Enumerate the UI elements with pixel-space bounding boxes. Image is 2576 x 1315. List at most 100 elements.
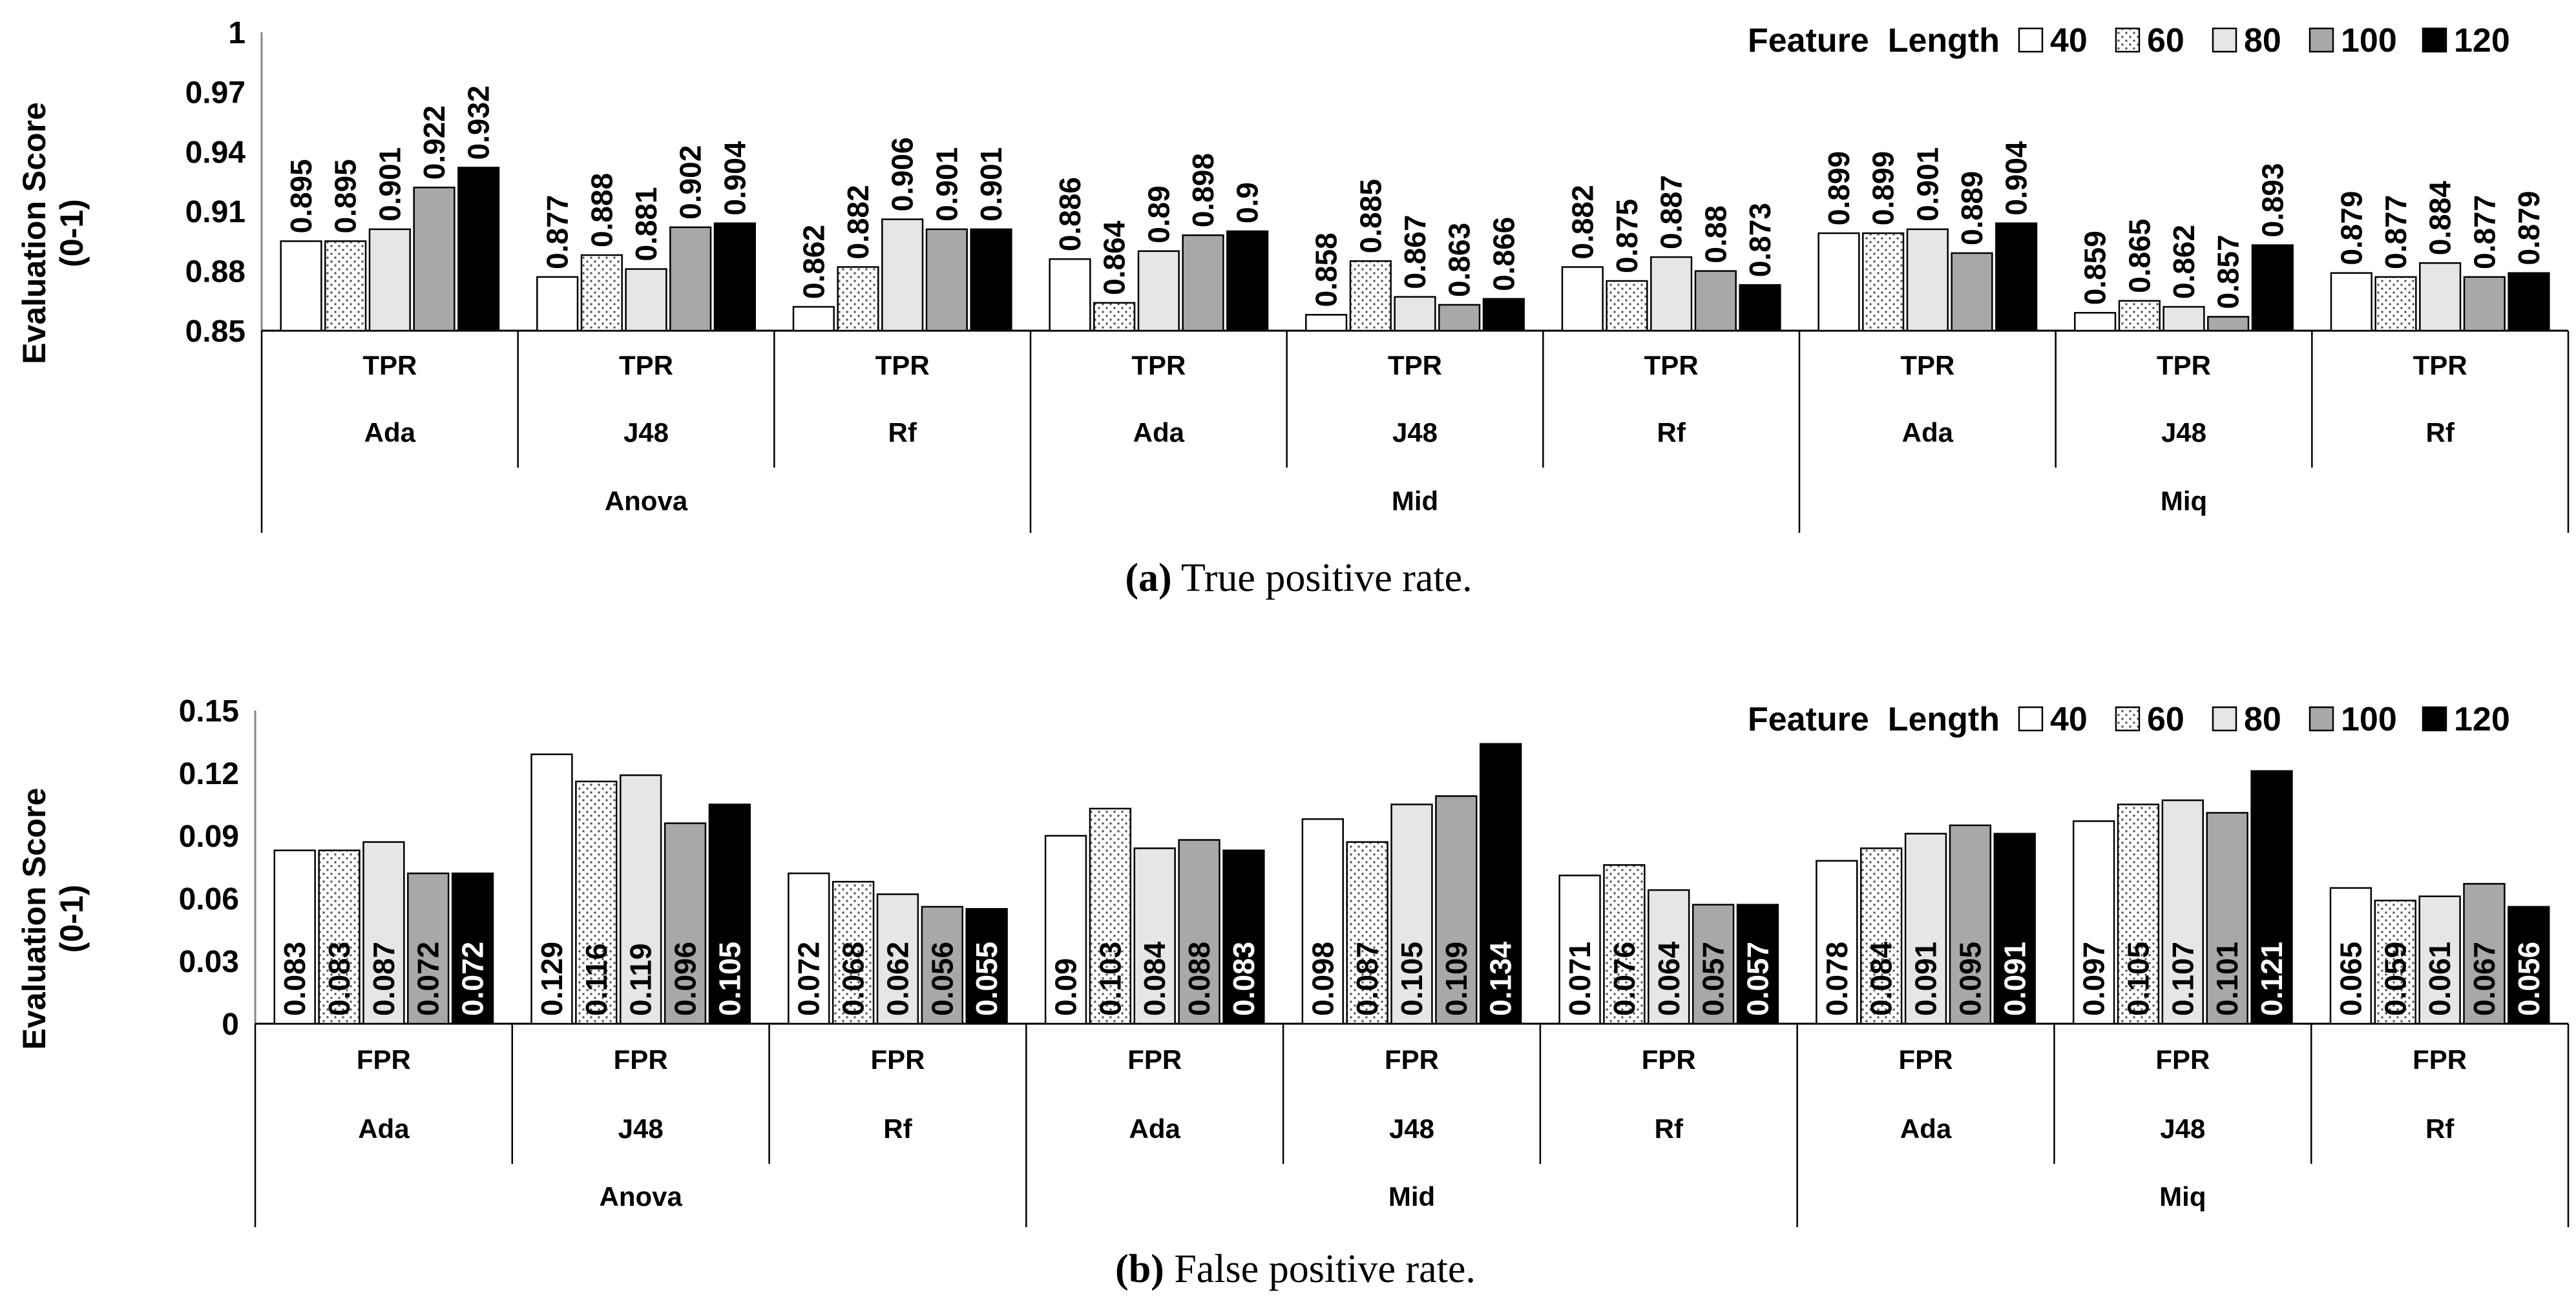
bar <box>280 240 322 332</box>
y-axis-label: Evaluation Score(0-1) <box>16 102 90 364</box>
bar <box>1137 250 1180 332</box>
legend-swatch <box>2115 706 2141 732</box>
bar <box>921 906 963 1025</box>
bar-value-label: 0.862 <box>797 225 830 299</box>
y-tick-label: 0.12 <box>179 757 239 791</box>
bar-value-label: 0.109 <box>1440 942 1473 1016</box>
bar <box>1606 280 1648 332</box>
bar <box>2206 812 2248 1025</box>
bar-value-label: 0.885 <box>1354 179 1387 253</box>
metric-label: TPR <box>619 350 673 380</box>
bar <box>970 228 1012 332</box>
bar-value-label: 0.084 <box>1138 941 1171 1016</box>
legend-entry-label: 100 <box>2341 22 2397 59</box>
bar-value-label: 0.867 <box>1398 215 1432 289</box>
figure-caption: (b) False positive rate. <box>1115 1247 1476 1291</box>
bar-value-label: 0.888 <box>585 173 618 247</box>
bar <box>1995 222 2038 332</box>
bar <box>1438 304 1481 332</box>
bar <box>708 803 751 1025</box>
bar-value-label: 0.902 <box>674 145 707 220</box>
bar <box>1951 252 1993 332</box>
bar <box>2207 316 2250 332</box>
bar <box>1346 841 1388 1025</box>
legend-entry-label: 40 <box>2050 701 2088 738</box>
caption-label: (b) <box>1115 1247 1164 1291</box>
bar <box>1816 860 1858 1025</box>
bar-value-label: 0.904 <box>2000 141 2033 216</box>
legend: Feature Length 40 60 80 100 120 <box>1748 22 2510 59</box>
bar-value-label: 0.087 <box>367 942 401 1016</box>
bar <box>2117 803 2160 1025</box>
bar <box>575 780 618 1025</box>
bar-value-label: 0.882 <box>841 185 875 259</box>
legend-swatch <box>2422 27 2447 53</box>
bar <box>1817 232 1860 332</box>
bar-value-label: 0.904 <box>718 141 751 216</box>
bar-value-label: 0.882 <box>1565 185 1599 259</box>
y-tick-label: 0.97 <box>185 76 246 110</box>
bar-value-label: 0.096 <box>669 942 702 1016</box>
bar <box>2419 262 2462 332</box>
classifier-label: J48 <box>1392 417 1438 448</box>
bar-value-label: 0.906 <box>886 137 919 211</box>
bar <box>1993 833 2036 1025</box>
selector-label: Miq <box>2159 1181 2206 1212</box>
bar-value-label: 0.097 <box>2077 942 2111 1016</box>
bar-value-label: 0.107 <box>2166 942 2199 1016</box>
bar <box>1480 743 1522 1025</box>
legend-swatch <box>2309 27 2334 53</box>
bar <box>1862 232 1905 332</box>
bar-value-label: 0.866 <box>1487 217 1520 291</box>
legend-title: Feature Length <box>1748 22 2000 59</box>
bar <box>580 254 623 332</box>
legend-entry-label: 100 <box>2341 701 2397 738</box>
bar <box>2162 305 2205 332</box>
bar-value-label: 0.858 <box>1310 233 1343 307</box>
bar-value-label: 0.864 <box>1098 220 1131 295</box>
y-tick-label: 0.85 <box>185 315 246 349</box>
bar-value-label: 0.095 <box>1953 942 1987 1016</box>
bar <box>713 222 756 332</box>
bar <box>1904 833 1947 1025</box>
bar-value-label: 0.055 <box>970 942 1003 1016</box>
bar-value-label: 0.065 <box>2334 942 2367 1016</box>
legend-swatch <box>2018 27 2044 53</box>
caption-label: (a) <box>1125 556 1171 600</box>
bar <box>1222 849 1265 1025</box>
bar-value-label: 0.083 <box>278 942 311 1016</box>
y-axis-label: Evaluation Score(0-1) <box>16 788 90 1050</box>
bar-value-label: 0.062 <box>881 942 914 1016</box>
bar <box>2418 895 2461 1025</box>
classifier-label: Ada <box>1129 1113 1181 1144</box>
y-tick-label: 1 <box>228 16 246 50</box>
y-tick-label: 0.94 <box>185 136 246 170</box>
metric-label: FPR <box>1385 1044 1439 1075</box>
bar-value-label: 0.091 <box>1998 942 2031 1016</box>
bar <box>2508 906 2550 1025</box>
y-axis-label-line: Evaluation Score <box>16 102 52 364</box>
bar-value-label: 0.89 <box>1142 185 1175 243</box>
y-tick-label: 0.06 <box>179 882 239 916</box>
bar <box>2329 887 2372 1025</box>
legend-entry-label: 80 <box>2244 22 2281 59</box>
metric-label: TPR <box>362 350 417 380</box>
legend-entry-label: 120 <box>2454 22 2510 59</box>
bar-value-label: 0.859 <box>2079 231 2112 305</box>
bar <box>2508 272 2550 332</box>
bar-value-label: 0.899 <box>1822 151 1856 225</box>
bar-value-label: 0.895 <box>284 159 318 233</box>
bar <box>1093 302 1136 332</box>
bar <box>362 841 405 1025</box>
bar-value-label: 0.076 <box>1607 942 1641 1016</box>
bar-value-label: 0.088 <box>1182 942 1216 1016</box>
bar-value-label: 0.078 <box>1820 942 1854 1016</box>
y-axis-label-line: Evaluation Score <box>16 788 52 1050</box>
y-axis-label-line: (0-1) <box>54 885 90 953</box>
bar <box>1178 839 1220 1025</box>
bar-value-label: 0.932 <box>462 85 496 160</box>
bar <box>925 228 968 332</box>
bar <box>1390 803 1433 1025</box>
legend-entry-label: 60 <box>2147 22 2184 59</box>
bar <box>619 774 662 1025</box>
